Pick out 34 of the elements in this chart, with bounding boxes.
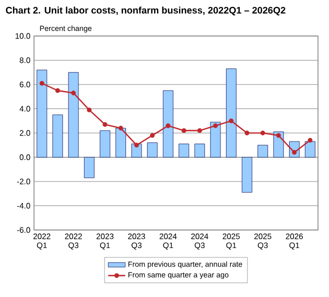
point [182, 128, 186, 133]
point [150, 133, 155, 138]
point [71, 90, 76, 96]
chart-title: Chart 2. Unit labor costs, nonfarm business, 2022Q1 – 2026Q2 [6, 6, 286, 16]
bar [84, 157, 94, 178]
point [228, 118, 234, 124]
bar [100, 130, 110, 158]
point [260, 130, 266, 136]
point [86, 108, 92, 112]
point [276, 133, 281, 138]
bar [210, 122, 221, 158]
bar [178, 144, 190, 158]
bar [68, 72, 79, 158]
point [197, 128, 202, 133]
bar [242, 157, 252, 193]
point [244, 130, 250, 136]
bar [36, 70, 48, 158]
point [213, 123, 218, 128]
bar [258, 144, 268, 158]
bar [194, 144, 205, 158]
point [55, 88, 60, 93]
point [308, 138, 312, 143]
point [40, 80, 44, 86]
point [102, 122, 108, 127]
bar [116, 128, 126, 158]
point [166, 123, 170, 128]
bar [304, 141, 316, 158]
point [118, 126, 124, 130]
point [292, 150, 297, 155]
point [134, 142, 139, 148]
bar [226, 68, 236, 158]
bar [162, 90, 174, 158]
bar [147, 142, 158, 158]
bar [52, 114, 63, 158]
